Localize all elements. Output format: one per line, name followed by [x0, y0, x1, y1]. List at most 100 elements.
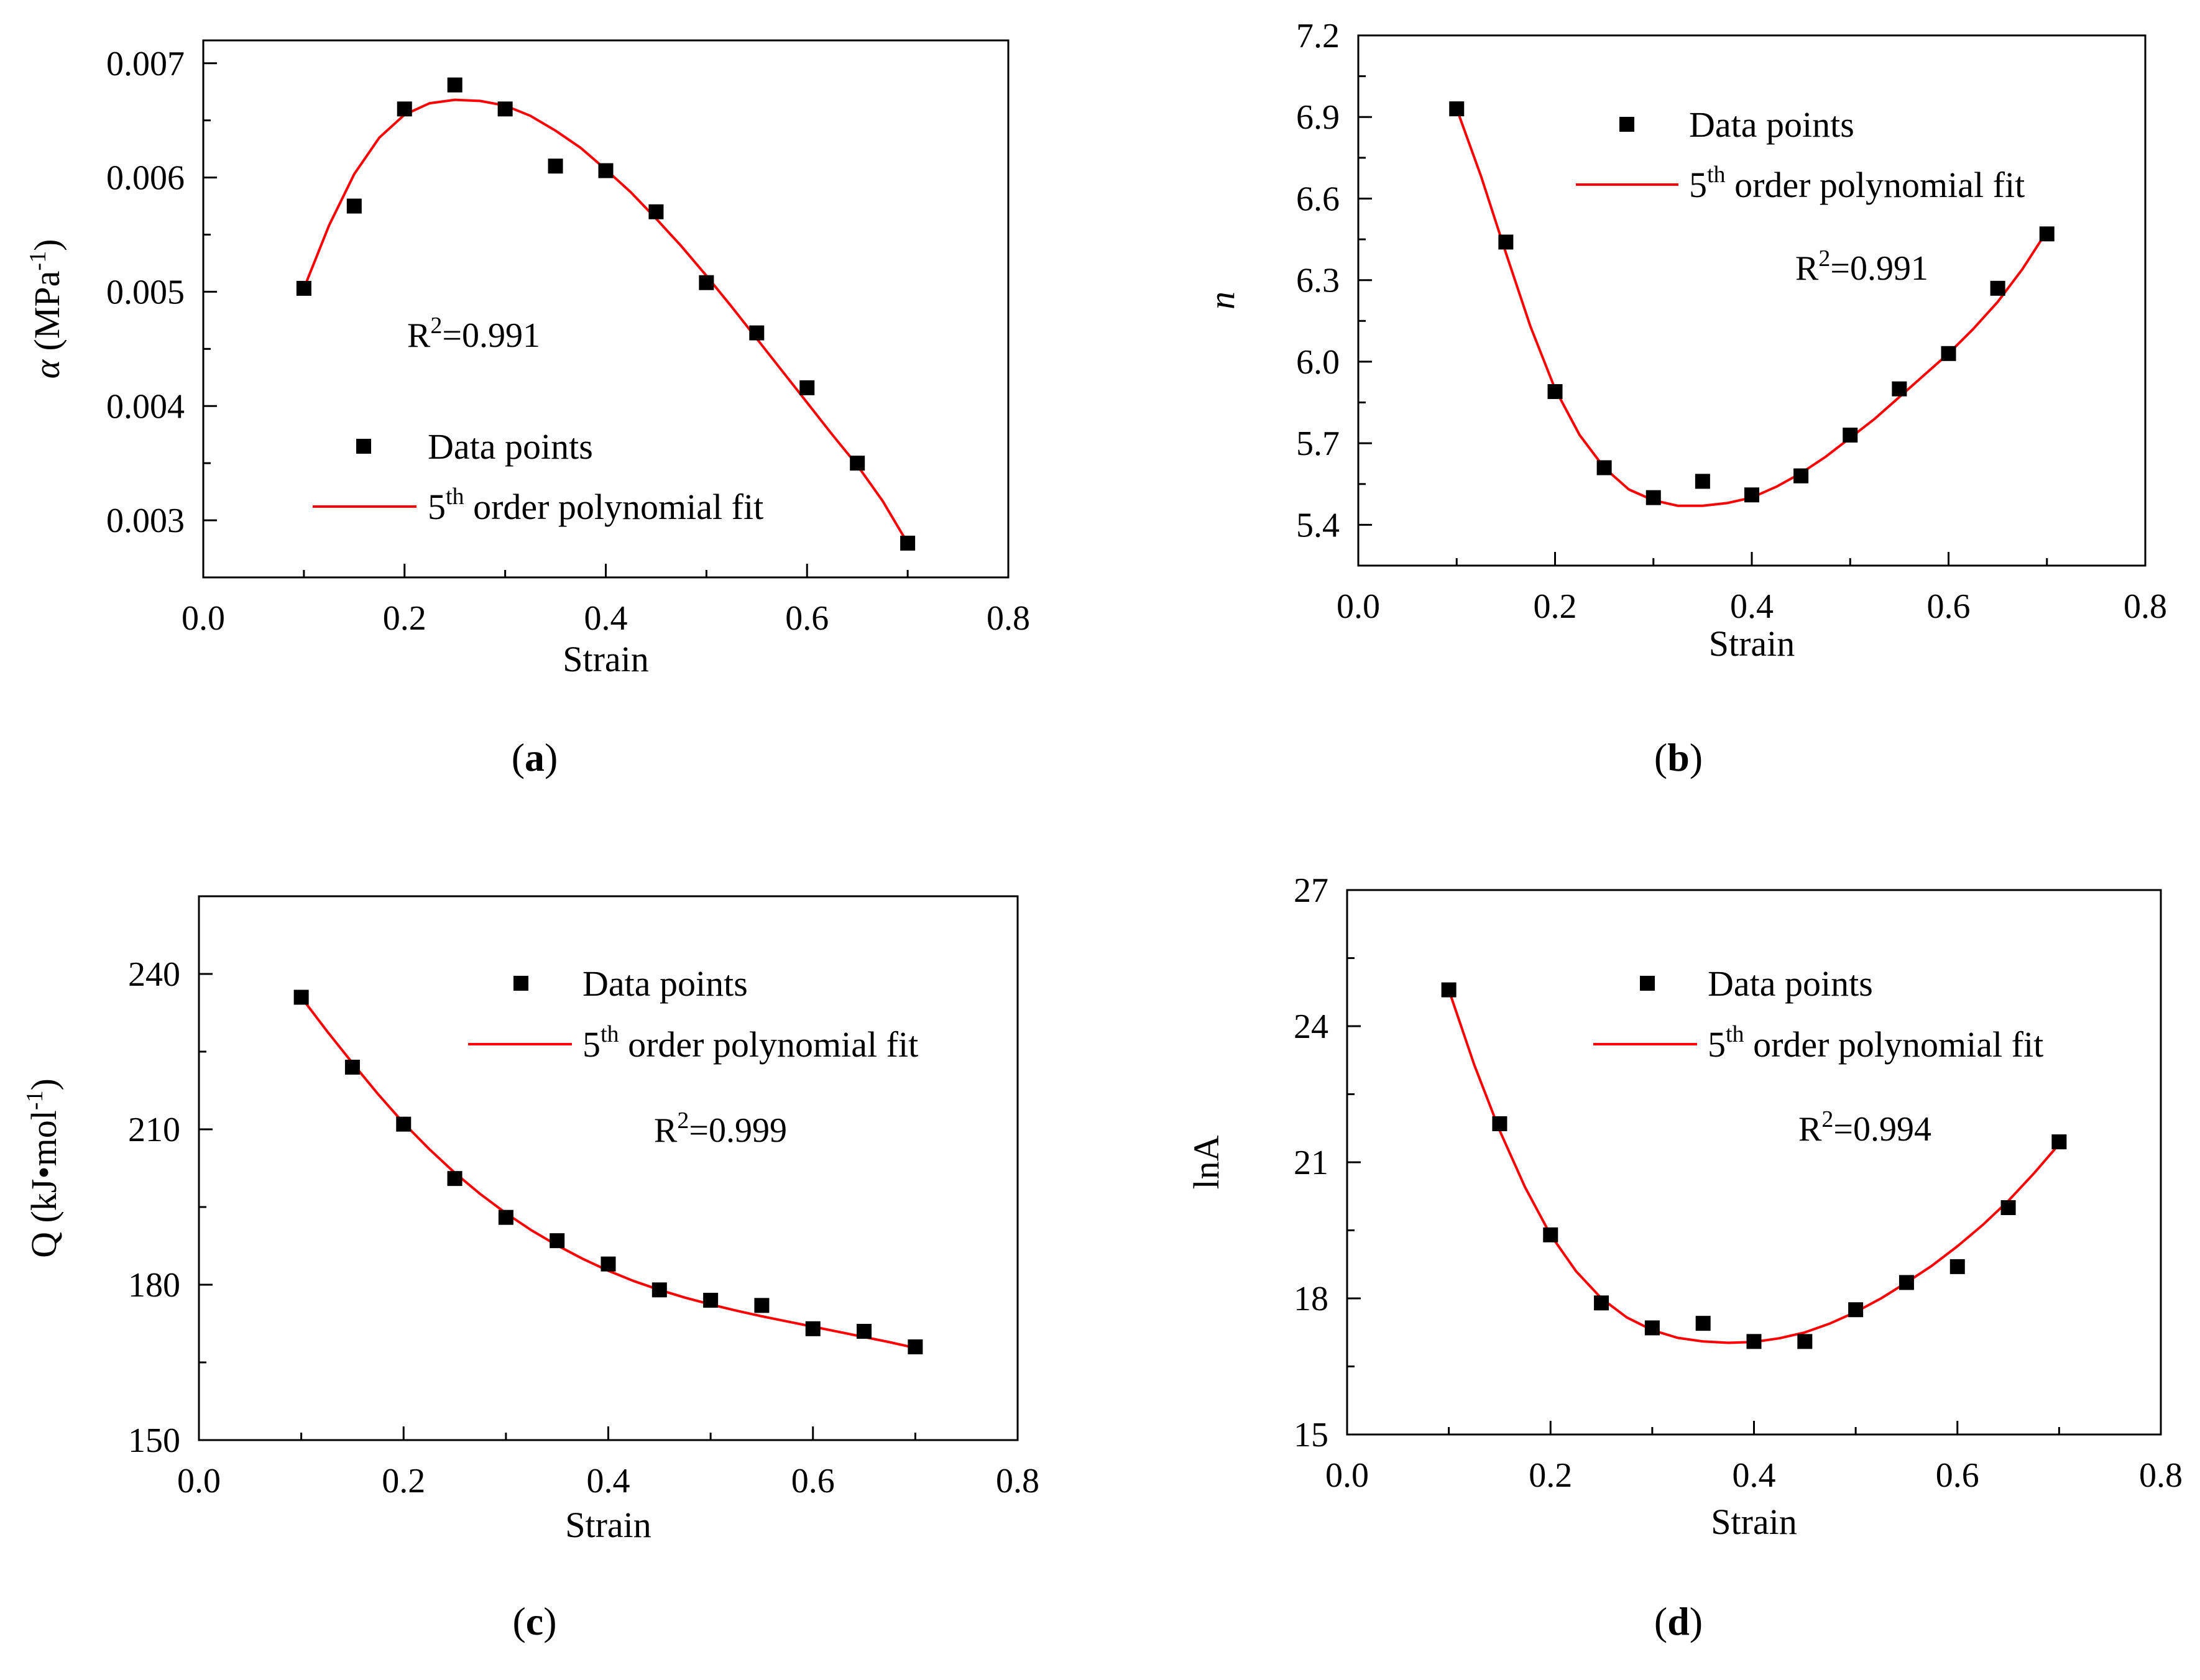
panel-b-y-tick-label: 6.0: [1296, 343, 1340, 382]
panel-b-y-tick-label: 6.3: [1296, 262, 1340, 300]
panel-c-legend-label-points: Data points: [582, 963, 748, 1004]
panel-b-r-squared-value: =0.991: [1830, 249, 1928, 288]
panel-c-data-point: [703, 1293, 719, 1308]
panel-c-r-squared-value: =0.999: [689, 1111, 787, 1150]
panel-c-x-axis-title: Strain: [565, 1505, 651, 1545]
panel-c-caption-close: ): [543, 1599, 556, 1643]
panel-a-data-point: [900, 535, 916, 551]
panel-a-x-tick-label: 0.4: [584, 599, 628, 638]
panel-b-caption-open: (: [1654, 735, 1667, 779]
panel-d-caption-close: ): [1690, 1599, 1703, 1643]
panel-b-data-point: [1695, 474, 1710, 489]
panel-a-legend-label-points: Data points: [428, 426, 593, 467]
panel-b-data-point: [1941, 346, 1956, 361]
panel-c-r-squared-base: R: [654, 1111, 678, 1150]
panel-a-r-squared-value: =0.991: [442, 316, 540, 355]
panel-c-x-tick-label: 0.0: [177, 1462, 221, 1500]
panel-d-data-point: [1848, 1302, 1864, 1318]
panel-a-x-tick-label: 0.2: [383, 599, 426, 638]
panel-b-legend-label-points: Data points: [1689, 104, 1854, 145]
panel-c-data-point: [293, 989, 309, 1005]
panel-a-data-point: [850, 456, 865, 471]
panel-d-x-tick-label: 0.8: [2139, 1456, 2183, 1495]
panel-b-x-tick-label: 0.6: [1927, 587, 1971, 626]
panel-a-y-axis-symbol: α: [27, 359, 67, 379]
panel-a-legend-marker: [356, 439, 371, 454]
panel-c-legend-fit-rest: order polynomial fit: [619, 1024, 919, 1065]
panel-d-legend-fit-base: 5: [1708, 1024, 1726, 1065]
panel-d-data-point: [1797, 1334, 1813, 1349]
panel-b-r-squared-sup: 2: [1818, 246, 1830, 272]
panel-a-legend-fit-base: 5: [428, 487, 446, 527]
panel-d-data-point: [1695, 1316, 1711, 1331]
panel-a-data-point: [749, 325, 765, 341]
panel-c-legend-fit-base: 5: [582, 1024, 601, 1065]
panel-b-y-tick-label: 7.2: [1296, 17, 1340, 55]
panel-b-data-point: [1449, 101, 1465, 117]
panel-d-data-point: [1441, 982, 1457, 998]
panel-b-data-point: [1596, 460, 1612, 475]
panel-c-x-tick-label: 0.2: [382, 1462, 425, 1500]
panel-b: 0.0 0.2 0.4 0.6 0.8 5.4 5.7 6.0 6.3 6.6 6.9 7.2 Stra…: [1202, 17, 2167, 779]
panel-b-x-tick-label: 0.4: [1730, 587, 1774, 626]
panel-d-data-point: [2051, 1134, 2067, 1150]
panel-b-data-point: [1892, 381, 1907, 397]
panel-d-x-tick-label: 0.4: [1733, 1456, 1776, 1495]
panel-b-data-point: [1990, 280, 2005, 296]
panel-b-x-tick-label: 0.0: [1337, 587, 1380, 626]
panel-d-x-tick-label: 0.6: [1936, 1456, 1979, 1495]
panel-b-caption: (b): [1654, 735, 1703, 779]
panel-c-caption-open: (: [512, 1599, 525, 1643]
panel-c-data-point: [550, 1233, 565, 1249]
panel-b-data-point: [1547, 384, 1563, 400]
panel-a-data-point: [699, 275, 714, 290]
panel-d-legend-label-points: Data points: [1708, 963, 1873, 1004]
panel-b-y-tick-label: 5.7: [1296, 425, 1340, 463]
panel-c-x-tick-label: 0.4: [587, 1462, 630, 1500]
panel-d-data-point: [1594, 1295, 1609, 1311]
panel-b-x-tick-label: 0.2: [1534, 587, 1577, 626]
panel-c-legend-marker: [513, 976, 528, 991]
panel-c-y-tick-label: 240: [128, 955, 180, 994]
panel-c-data-point: [908, 1339, 923, 1354]
panel-d-data-point: [1543, 1227, 1558, 1242]
panel-c-r-squared-sup: 2: [677, 1108, 689, 1134]
panel-d-x-axis-title: Strain: [1711, 1502, 1797, 1542]
panel-a-r-squared-base: R: [407, 316, 431, 355]
panel-d-y-axis-title: lnA: [1186, 1135, 1227, 1189]
panel-a-r-squared-sup: 2: [430, 313, 442, 339]
panel-d-data-point: [1644, 1320, 1660, 1336]
panel-d-x-tick-label: 0.2: [1529, 1456, 1572, 1495]
panel-d-y-tick-label: 24: [1294, 1008, 1328, 1046]
panel-c-y-axis-title: Q (kJ•mol-1): [22, 1078, 64, 1258]
panel-c-data-point: [857, 1324, 872, 1339]
panel-a-legend-fit-sup: th: [446, 484, 464, 510]
panel-a-y-tick-label: 0.006: [106, 159, 185, 198]
panel-a-data-point: [598, 163, 614, 178]
panel-c-data-point: [601, 1256, 616, 1272]
panel-b-legend-fit-rest: order polynomial fit: [1726, 165, 2025, 205]
panel-b-y-tick-label: 5.4: [1296, 506, 1340, 544]
panel-c-data-point: [754, 1298, 770, 1313]
panel-a-x-tick-label: 0.6: [785, 599, 829, 638]
panel-c-x-tick-label: 0.6: [791, 1462, 835, 1500]
panel-c-data-point: [805, 1321, 821, 1336]
panel-a-data-point: [296, 280, 311, 296]
panel-b-y-axis-symbol: n: [1202, 291, 1242, 310]
panel-a-caption: (a): [512, 735, 558, 779]
panel-a-data-point: [397, 101, 412, 117]
panel-a-y-axis-sup: -1: [25, 251, 51, 271]
panel-d-legend-label-fit: 5th order polynomial fit: [1708, 1021, 2043, 1065]
panel-b-caption-close: ): [1690, 735, 1703, 779]
panel-d-r-squared-value: =0.994: [1833, 1110, 1931, 1149]
panel-d-legend-marker: [1640, 976, 1655, 991]
panel-d-r-squared-sup: 2: [1821, 1106, 1833, 1132]
panel-c-y-axis-sup: -1: [22, 1090, 48, 1110]
panel-a-data-point: [799, 380, 815, 395]
panel-a: 0.0 0.2 0.4 0.6 0.8 0.003 0.004 0.005 0.006 0.007…: [25, 39, 1030, 779]
panel-a-data-point: [648, 204, 664, 219]
panel-a-y-axis-unit: (MPa: [27, 271, 67, 360]
panel-b-legend-label-fit: 5th order polynomial fit: [1689, 162, 2025, 205]
panel-b-r-squared-base: R: [1795, 249, 1819, 288]
